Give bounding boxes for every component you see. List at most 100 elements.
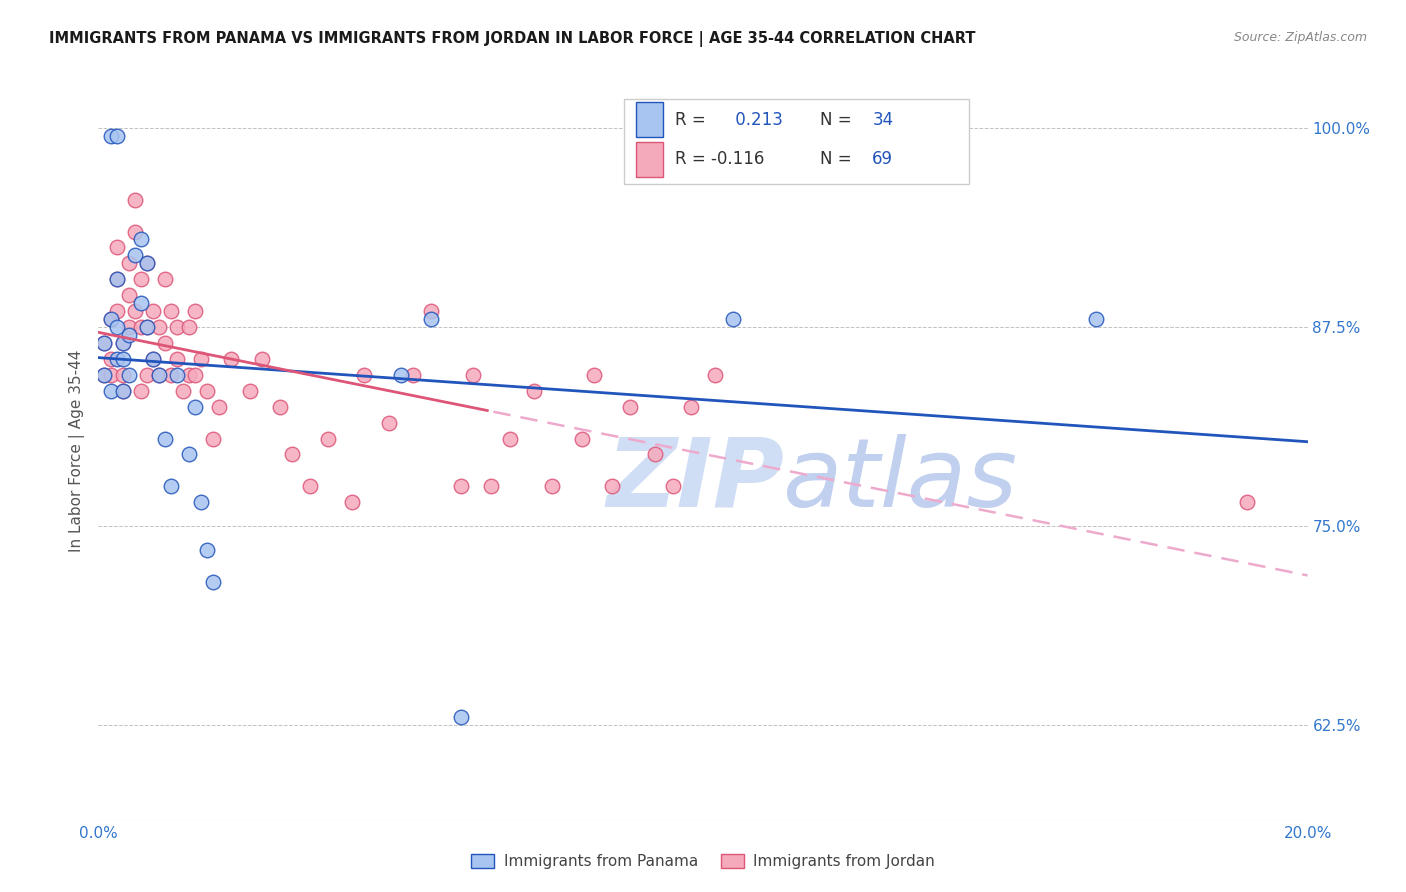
Point [160,368,183,382]
Point [111,384,134,398]
Point [195,384,218,398]
Point [100,368,122,382]
Point [281,447,304,461]
Point [100,312,122,326]
Point [135,256,157,270]
Point [179,368,201,382]
Point [179,447,201,461]
Point [124,225,146,239]
Point [420,312,443,326]
Point [124,248,146,262]
Point [221,351,243,366]
Point [540,479,562,493]
Point [118,320,141,334]
Y-axis label: In Labor Force | Age 35-44: In Labor Force | Age 35-44 [69,350,86,551]
Text: 0.213: 0.213 [730,111,783,128]
Text: N =: N = [820,111,858,128]
Point [1085,312,1108,326]
Point [1236,495,1258,509]
Point [148,368,170,382]
Point [142,351,165,366]
Point [153,336,176,351]
Point [172,384,194,398]
Point [166,368,188,382]
Text: Source: ZipAtlas.com: Source: ZipAtlas.com [1233,31,1367,45]
Point [402,368,425,382]
Point [148,368,170,382]
Point [166,320,188,334]
Point [160,304,183,318]
Point [142,304,165,318]
FancyBboxPatch shape [624,99,969,184]
Point [105,320,128,334]
Point [160,479,183,493]
Point [389,368,412,382]
Point [129,320,152,334]
Point [93,368,115,382]
Point [498,432,520,446]
Text: atlas: atlas [782,434,1017,526]
Point [93,336,115,351]
Point [190,495,212,509]
Point [153,272,176,286]
Point [100,128,122,143]
Point [316,432,339,446]
Point [142,351,165,366]
Point [184,304,207,318]
Point [353,368,375,382]
Text: 34: 34 [872,111,893,128]
Point [111,336,134,351]
Point [679,400,702,414]
Point [583,368,606,382]
Point [166,351,188,366]
Point [105,272,128,286]
Bar [637,102,664,137]
Text: R =: R = [675,111,711,128]
Point [299,479,322,493]
Point [208,400,231,414]
Point [723,312,745,326]
Point [202,574,225,589]
Point [100,351,122,366]
Text: R = -0.116: R = -0.116 [675,151,765,169]
Point [420,304,443,318]
Point [129,272,152,286]
Point [450,479,472,493]
Point [93,336,115,351]
Text: 69: 69 [872,151,893,169]
Point [93,368,115,382]
Point [342,495,364,509]
Point [704,368,727,382]
Point [135,368,157,382]
Text: N =: N = [820,151,858,169]
Point [463,368,485,382]
Point [239,384,262,398]
Point [190,351,212,366]
Point [118,328,141,343]
Point [148,320,170,334]
Point [571,432,593,446]
Point [523,384,546,398]
Text: IMMIGRANTS FROM PANAMA VS IMMIGRANTS FROM JORDAN IN LABOR FORCE | AGE 35-44 CORR: IMMIGRANTS FROM PANAMA VS IMMIGRANTS FRO… [49,31,976,47]
Point [129,384,152,398]
Point [111,368,134,382]
Point [202,432,225,446]
Legend: Immigrants from Panama, Immigrants from Jordan: Immigrants from Panama, Immigrants from … [465,848,941,875]
Point [644,447,666,461]
Point [153,432,176,446]
Point [100,384,122,398]
Point [105,351,128,366]
Point [661,479,683,493]
Point [118,256,141,270]
Point [105,128,128,143]
Point [179,320,201,334]
Point [481,479,503,493]
Text: ZIP: ZIP [606,434,785,526]
Point [269,400,291,414]
Point [602,479,624,493]
Point [377,416,399,430]
Point [129,296,152,310]
Point [105,304,128,318]
Point [129,232,152,246]
Point [135,320,157,334]
